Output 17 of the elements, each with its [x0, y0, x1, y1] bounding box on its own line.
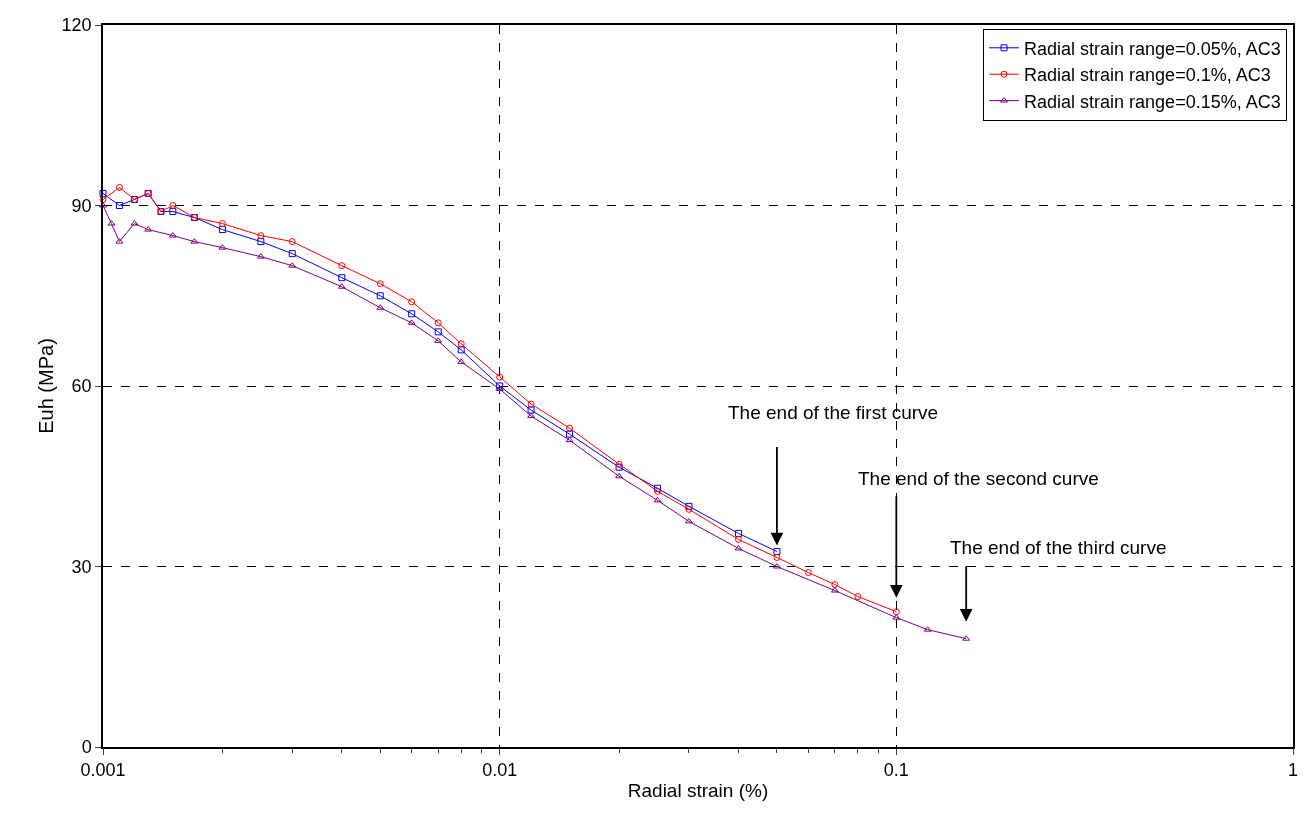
y-tick-label: 60	[71, 376, 92, 397]
y-tick-label: 0	[81, 737, 92, 758]
y-axis-title: Euh (MPa)	[34, 338, 57, 434]
y-tick-label: 90	[71, 195, 92, 216]
annotation: The end of the second curve	[858, 468, 1099, 489]
x-tick-label: 0.01	[482, 760, 518, 781]
y-tick-label: 30	[71, 556, 92, 577]
legend-label: Radial strain range=0.05%, AC3	[1024, 38, 1281, 59]
legend-label: Radial strain range=0.15%, AC3	[1024, 91, 1281, 112]
x-axis-title: Radial strain (%)	[627, 779, 769, 801]
legend-label: Radial strain range=0.1%, AC3	[1024, 65, 1271, 86]
y-tick-label: 120	[61, 15, 92, 36]
annotation: The end of the third curve	[950, 537, 1167, 558]
annotation: The end of the first curve	[728, 402, 939, 423]
x-tick-label: 1	[1287, 760, 1299, 781]
x-tick-label: 0.1	[883, 760, 909, 781]
x-tick-label: 0.001	[80, 760, 126, 781]
